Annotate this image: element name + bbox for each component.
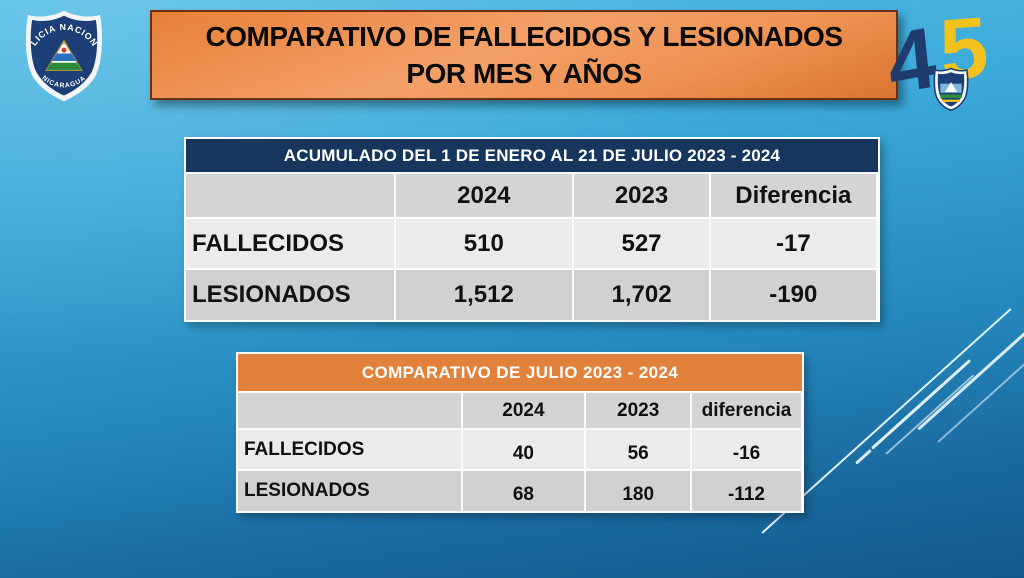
slide-title-line2: POR MES Y AÑOS [406, 58, 642, 89]
col-header-2024: 2024 [462, 393, 585, 428]
police-shield-icon: POLICIA NACIONAL NICARAGUA [18, 1, 103, 102]
cell-fallecidos-2023: 56 [586, 430, 691, 469]
cell-fallecidos-dif: -16 [692, 430, 801, 469]
cell-lesionados-dif: -112 [692, 471, 801, 511]
mini-police-shield-icon [933, 67, 969, 112]
row-label-fallecidos: FALLECIDOS [238, 430, 461, 469]
col-header-2023: 2023 [574, 174, 709, 217]
cell-lesionados-dif: -190 [710, 270, 876, 320]
cell-fallecidos-dif: -17 [710, 219, 876, 268]
table-julio-title: COMPARATIVO DE JULIO 2023 - 2024 [238, 354, 802, 391]
col-header-2023: 2023 [586, 393, 691, 428]
policia-nacional-badge: POLICIA NACIONAL NICARAGUA [18, 1, 106, 104]
table-acumulado: ACUMULADO DEL 1 DE ENERO AL 21 DE JULIO … [184, 137, 880, 322]
col-header-diferencia: Diferencia [710, 174, 876, 217]
cell-lesionados-2024: 1,512 [395, 270, 573, 320]
table-acumulado-title: ACUMULADO DEL 1 DE ENERO AL 21 DE JULIO … [186, 139, 878, 172]
slide-title-line1: COMPARATIVO DE FALLECIDOS Y LESIONADOS [205, 21, 844, 52]
cell-lesionados-2023: 1,702 [574, 270, 709, 320]
table-julio-grid: 2024 2023 diferencia FALLECIDOS 40 56 -1… [238, 393, 802, 511]
anniversary-45-logo: 4 5 [883, 0, 1018, 122]
col-header-empty [186, 174, 394, 217]
row-label-lesionados: LESIONADOS [186, 270, 394, 320]
col-header-2024: 2024 [395, 174, 573, 217]
slide-title-banner: COMPARATIVO DE FALLECIDOS Y LESIONADOS P… [150, 10, 898, 100]
cell-fallecidos-2023: 527 [574, 219, 709, 268]
table-comparativo-julio: COMPARATIVO DE JULIO 2023 - 2024 2024 20… [236, 352, 804, 513]
col-header-empty [238, 393, 461, 428]
table-acumulado-grid: 2024 2023 Diferencia FALLECIDOS 510 527 … [186, 174, 878, 320]
cell-fallecidos-2024: 40 [462, 430, 585, 469]
row-label-lesionados: LESIONADOS [238, 471, 461, 511]
col-header-diferencia: diferencia [692, 393, 801, 428]
cell-lesionados-2023: 180 [586, 471, 691, 511]
cell-lesionados-2024: 68 [462, 471, 585, 511]
cell-fallecidos-2024: 510 [395, 219, 573, 268]
row-label-fallecidos: FALLECIDOS [186, 219, 394, 268]
